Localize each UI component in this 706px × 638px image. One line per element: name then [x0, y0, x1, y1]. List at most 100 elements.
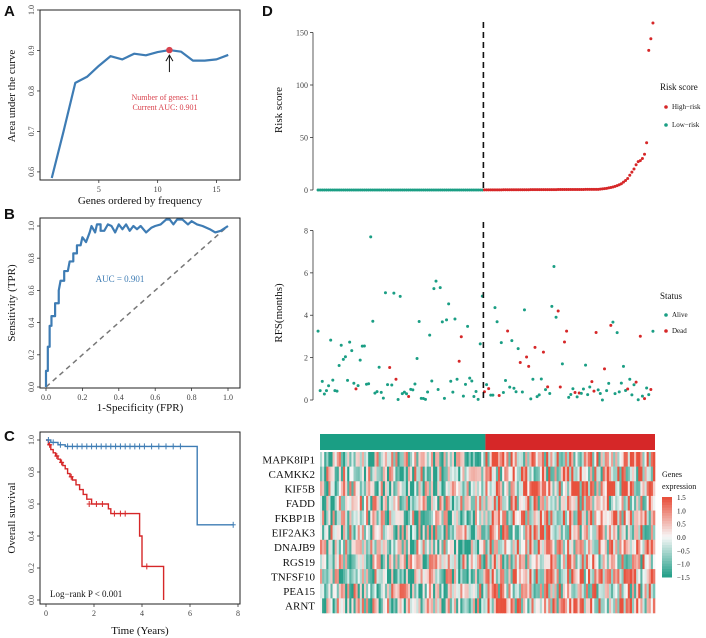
heat-cell — [604, 525, 608, 541]
heat-cell — [500, 525, 503, 541]
heat-cell — [422, 452, 425, 467]
heat-cell — [506, 525, 509, 541]
heat-cell — [544, 452, 547, 467]
heat-cell — [512, 554, 516, 570]
heat-cell — [389, 569, 392, 585]
heat-cell — [489, 583, 492, 599]
heat-cell — [378, 598, 382, 614]
heat-legend-cell — [662, 502, 672, 506]
heat-cell — [525, 554, 528, 570]
heat-cell — [504, 598, 507, 614]
heat-cell — [359, 510, 363, 526]
heat-cell — [642, 452, 645, 467]
heat-cell — [437, 525, 440, 541]
heat-cell — [422, 481, 425, 497]
xtick-label: 0.2 — [77, 393, 87, 402]
heat-cell — [336, 510, 340, 526]
heat-cell — [332, 481, 335, 497]
heat-cell — [502, 466, 505, 482]
heat-cell — [343, 452, 346, 467]
risk-point — [320, 188, 324, 192]
status-point — [442, 396, 446, 400]
heat-cell — [462, 569, 465, 585]
heat-cell — [493, 583, 497, 599]
heat-cell — [629, 466, 633, 482]
gene-label: CAMKK2 — [269, 469, 315, 481]
heat-cell — [625, 583, 629, 599]
heat-cell — [613, 583, 616, 599]
status-point — [558, 385, 562, 389]
heat-cell — [583, 452, 587, 467]
heat-cell — [541, 510, 545, 526]
heat-cell — [395, 554, 398, 570]
heat-cell — [399, 510, 402, 526]
heat-cell — [489, 466, 492, 482]
heat-cell — [483, 495, 486, 511]
heat-cell — [391, 554, 394, 570]
heat-cell — [512, 495, 516, 511]
heat-legend-cell — [662, 545, 672, 549]
heat-cell — [485, 598, 488, 614]
heat-cell — [449, 510, 453, 526]
heat-cell — [648, 481, 652, 497]
heat-cell — [340, 569, 344, 585]
heat-cell — [525, 452, 528, 467]
gene-label: RGS19 — [283, 557, 316, 569]
heat-cell — [537, 598, 541, 614]
heat-cell — [483, 466, 486, 482]
heat-cell — [518, 525, 522, 541]
heat-cell — [454, 598, 457, 614]
heat-cell — [590, 539, 593, 555]
heat-cell — [541, 495, 545, 511]
heat-cell — [623, 495, 626, 511]
heat-cell — [474, 539, 478, 555]
heat-cell — [345, 495, 348, 511]
heat-cell — [441, 452, 444, 467]
heat-cell — [564, 598, 568, 614]
heat-cell — [631, 569, 635, 585]
heat-cell — [562, 510, 566, 526]
heat-cell — [439, 510, 442, 526]
heat-cell — [355, 583, 358, 599]
heat-cell — [631, 452, 635, 467]
heat-cell — [525, 583, 528, 599]
heat-cell — [351, 466, 354, 482]
status-point — [362, 344, 366, 348]
heat-cell — [546, 510, 549, 526]
heat-cell — [638, 495, 641, 511]
heat-cell — [525, 539, 528, 555]
heat-cell — [477, 495, 480, 511]
risk-point — [546, 188, 550, 192]
risk-point — [558, 188, 562, 192]
heat-cell — [531, 554, 534, 570]
heat-cell — [558, 466, 562, 482]
heat-cell — [623, 583, 626, 599]
heat-cell — [324, 539, 327, 555]
heat-cell — [631, 495, 635, 511]
heat-cell — [510, 481, 513, 497]
heat-cell — [581, 466, 585, 482]
heat-cell — [474, 598, 478, 614]
heat-cell — [382, 539, 386, 555]
heat-cell — [592, 466, 595, 482]
ytick-label: 0.6 — [27, 285, 36, 295]
heat-cell — [613, 554, 616, 570]
risk-legend-low-dot — [664, 123, 668, 127]
heat-cell — [472, 598, 476, 614]
risk-point — [360, 188, 364, 192]
heat-cell — [535, 495, 539, 511]
heat-cell — [606, 554, 610, 570]
heat-cell — [401, 583, 405, 599]
heat-cell — [376, 495, 379, 511]
heat-cell — [439, 569, 442, 585]
heat-cell — [546, 554, 549, 570]
status-legend-dead-dot — [664, 329, 668, 333]
heat-cell — [588, 569, 591, 585]
heat-cell — [631, 481, 635, 497]
risk-point — [640, 157, 644, 160]
roc-diagonal — [45, 225, 229, 388]
heat-cell — [497, 554, 501, 570]
heat-cell — [361, 525, 365, 541]
ytick-label: 0.7 — [27, 126, 36, 136]
